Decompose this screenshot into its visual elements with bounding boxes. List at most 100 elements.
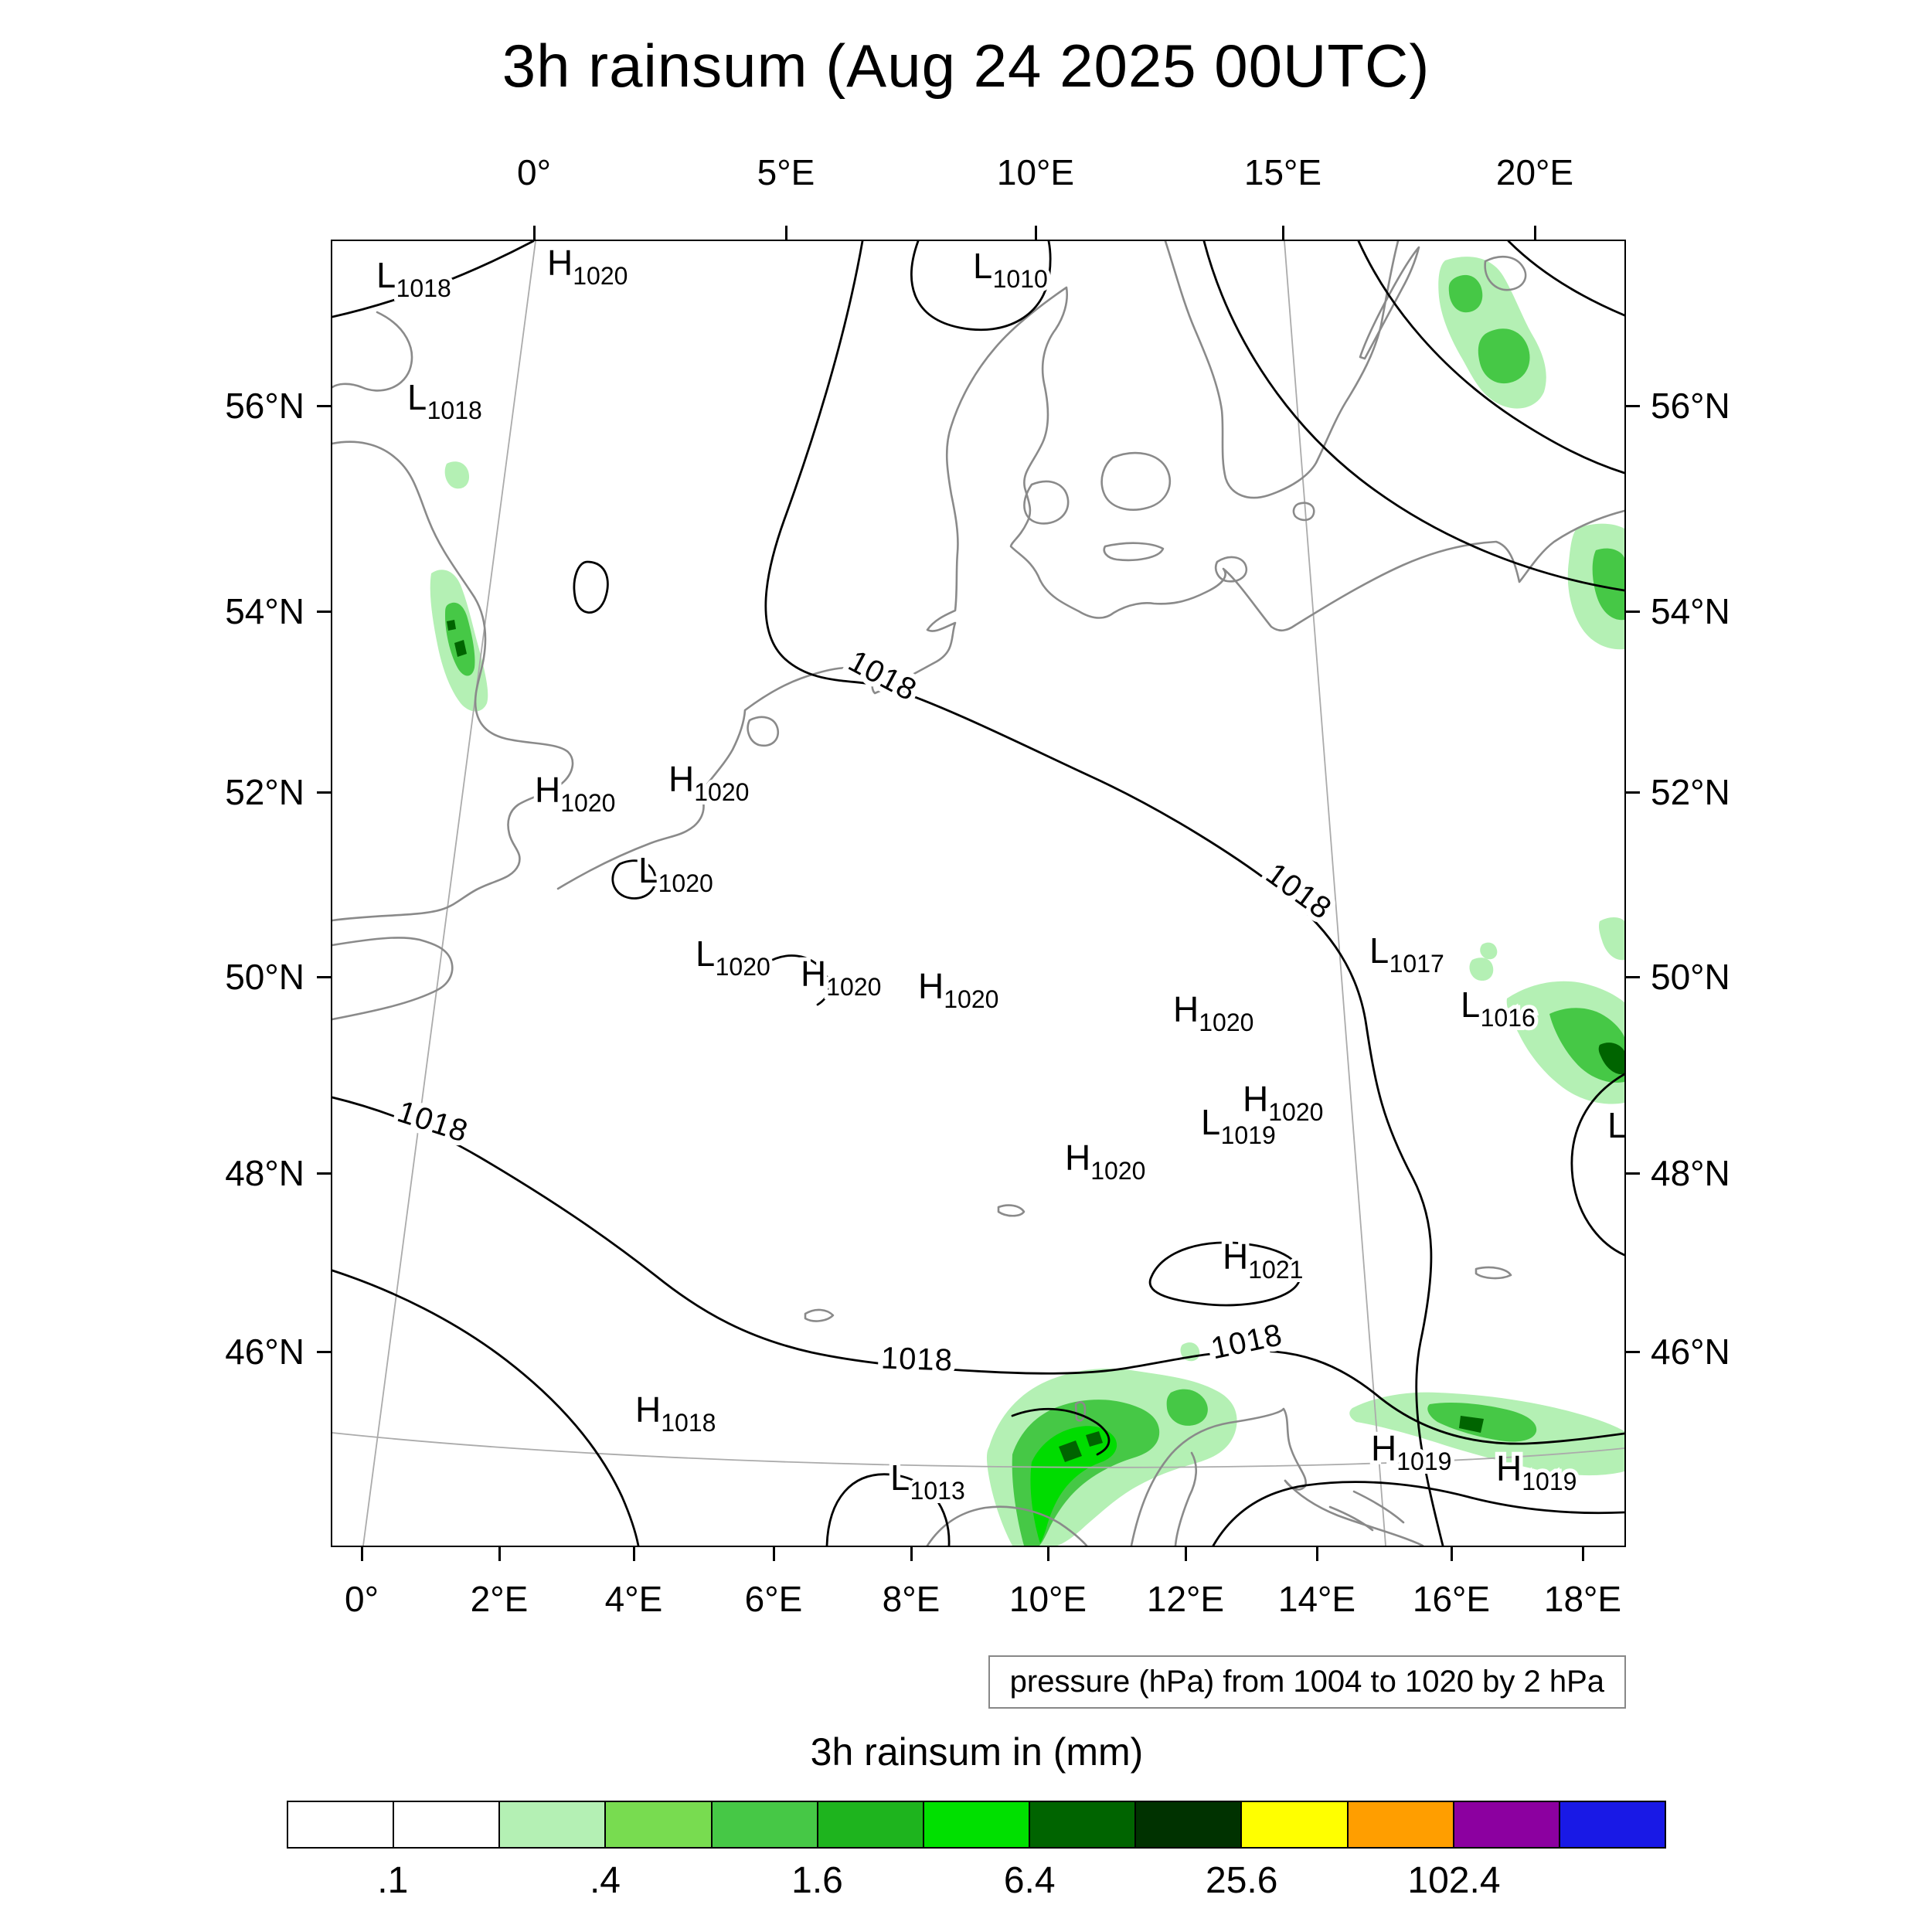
colorbar-cell: [500, 1802, 607, 1847]
colorbar-cell: [1030, 1802, 1137, 1847]
axis-tick-bottom: [1582, 1547, 1584, 1561]
pressure-center-label: H1019: [1371, 1428, 1451, 1475]
axis-tick-bottom: [1451, 1547, 1453, 1561]
pressure-center-label: L1013: [890, 1458, 965, 1505]
pressure-center-label: L1010: [973, 246, 1048, 293]
axis-tick-bottom: [1185, 1547, 1187, 1561]
colorbar-cell: [1242, 1802, 1349, 1847]
colorbar-cell: [712, 1802, 818, 1847]
axis-label-right: 56°N: [1651, 386, 1730, 426]
colorbar-cell: [394, 1802, 501, 1847]
colorbar-cell: [1560, 1802, 1665, 1847]
axis-tick-bottom: [910, 1547, 913, 1561]
colorbar-tick-label: 6.4: [1003, 1860, 1056, 1901]
page-title: 3h rainsum (Aug 24 2025 00UTC): [502, 32, 1430, 100]
axis-label-left: 52°N: [225, 772, 304, 812]
axis-label-bottom: 4°E: [604, 1579, 663, 1619]
pressure-center-label: L1018: [407, 377, 482, 424]
axis-label-left: 50°N: [225, 957, 304, 997]
pressure-center-label: L1020: [696, 934, 770, 981]
axis-label-right: 46°N: [1651, 1332, 1730, 1372]
coastline-layer: [332, 241, 1624, 1546]
axis-label-bottom: 18°E: [1543, 1579, 1622, 1619]
colorbar-tick-label: 25.6: [1206, 1860, 1278, 1901]
axis-label-top: 10°E: [996, 152, 1075, 192]
pressure-center-label: L1020: [638, 850, 713, 897]
axis-tick-top: [1282, 226, 1284, 240]
isobar-label: 1018: [1208, 1318, 1285, 1366]
axis-label-bottom: 16°E: [1412, 1579, 1491, 1619]
pressure-center-label: H1018: [635, 1389, 716, 1437]
isobar-label: 1018: [843, 644, 923, 708]
colorbar-cell: [288, 1802, 395, 1847]
axis-label-right: 54°N: [1651, 591, 1730, 631]
colorbar-tick-label: 102.4: [1407, 1860, 1501, 1901]
axis-tick-top: [533, 226, 536, 240]
axis-tick-bottom: [773, 1547, 775, 1561]
pressure-center-label: H1020: [547, 243, 628, 290]
pressure-center-label: L1018: [376, 255, 451, 302]
axis-tick-right: [1626, 611, 1640, 613]
colorbar-cell: [1136, 1802, 1243, 1847]
pressure-center-label: H1020: [668, 759, 749, 806]
axis-label-bottom: 8°E: [882, 1579, 940, 1619]
axis-tick-top: [1035, 226, 1037, 240]
axis-label-left: 54°N: [225, 591, 304, 631]
colorbar-cell: [818, 1802, 924, 1847]
isobar-label: 1018: [393, 1094, 472, 1149]
pressure-center-label: H1019: [1496, 1448, 1577, 1495]
axis-label-right: 50°N: [1651, 957, 1730, 997]
axis-tick-right: [1626, 791, 1640, 794]
axis-tick-left: [317, 405, 331, 407]
axis-label-bottom: 14°E: [1277, 1579, 1356, 1619]
axis-tick-left: [317, 976, 331, 978]
axis-tick-top: [785, 226, 787, 240]
axis-tick-top: [1534, 226, 1536, 240]
pressure-center-label: L1017: [1369, 930, 1444, 978]
map-canvas: 1018 1018 1018 1018 1018 L1018 H1020 L1010 L101…: [332, 241, 1624, 1546]
axis-label-bottom: 12°E: [1146, 1579, 1225, 1619]
axis-tick-right: [1626, 405, 1640, 407]
colorbar-cell: [923, 1802, 1031, 1847]
axis-label-top: 5°E: [757, 152, 815, 192]
colorbar-cell: [1454, 1802, 1560, 1847]
isobar-layer: [332, 241, 1624, 1546]
colorbar-cell: [1348, 1802, 1454, 1847]
axis-label-top: 20°E: [1495, 152, 1574, 192]
graticule-layer: [332, 241, 1624, 1546]
colorbar-title: 3h rainsum in (mm): [810, 1730, 1144, 1774]
axis-tick-bottom: [361, 1547, 363, 1561]
pressure-center-label: H1021: [1223, 1236, 1303, 1284]
axis-tick-bottom: [633, 1547, 635, 1561]
pressure-center-label: H1020: [918, 966, 998, 1013]
pressure-center-label: L1016: [1461, 985, 1536, 1032]
isobar-label: 1018: [880, 1341, 953, 1377]
pressure-center-label: H1020: [801, 954, 881, 1001]
pressure-center-label: H1020: [535, 770, 615, 817]
colorbar-tick-label: .1: [377, 1860, 409, 1901]
axis-tick-bottom: [1316, 1547, 1318, 1561]
axis-label-left: 48°N: [225, 1153, 304, 1193]
axis-label-left: 46°N: [225, 1332, 304, 1372]
colorbar: [287, 1801, 1666, 1849]
axis-tick-left: [317, 791, 331, 794]
colorbar-tick-label: .4: [589, 1860, 621, 1901]
pressure-caption: pressure (hPa) from 1004 to 1020 by 2 hP…: [988, 1655, 1626, 1709]
axis-tick-left: [317, 1351, 331, 1353]
axis-label-bottom: 10°E: [1009, 1579, 1087, 1619]
axis-label-right: 52°N: [1651, 772, 1730, 812]
axis-label-top: 0°: [517, 152, 551, 192]
axis-tick-right: [1626, 1351, 1640, 1353]
axis-label-top: 15°E: [1243, 152, 1322, 192]
colorbar-cell: [606, 1802, 713, 1847]
axis-tick-left: [317, 1172, 331, 1175]
axis-tick-bottom: [1047, 1547, 1049, 1561]
axis-tick-right: [1626, 976, 1640, 978]
axis-label-bottom: 0°: [345, 1579, 379, 1619]
axis-label-bottom: 2°E: [470, 1579, 529, 1619]
pressure-center-label: H1020: [1243, 1079, 1323, 1126]
isobar-label: 1018: [1260, 856, 1338, 926]
axis-label-bottom: 6°E: [744, 1579, 803, 1619]
pressure-labels-layer: L1018 H1020 L1010 L1018 H1020 H1020 L1020 L1020…: [372, 241, 1624, 1509]
